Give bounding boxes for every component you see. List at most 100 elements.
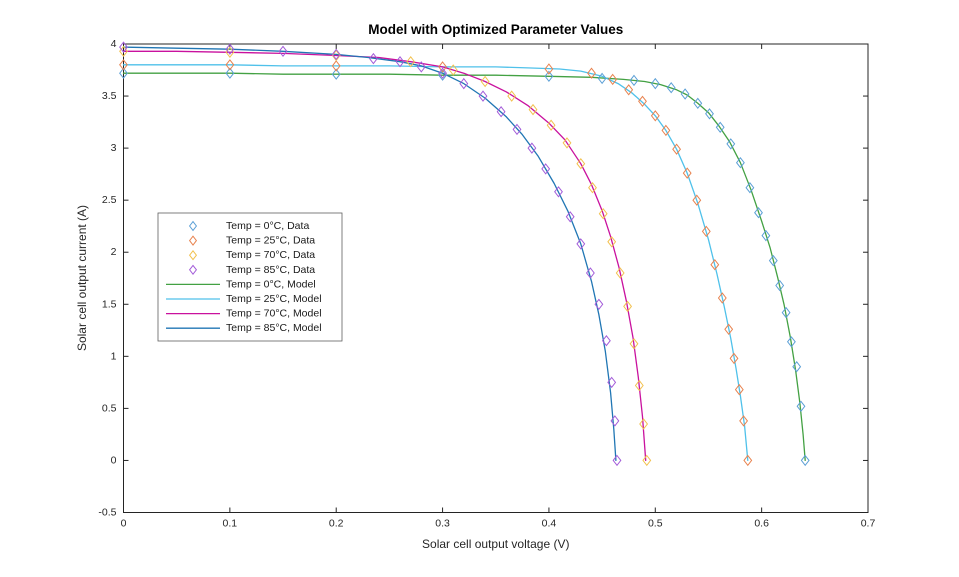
diamond-marker	[527, 142, 537, 154]
diamond-marker	[629, 74, 639, 87]
legend-item-temp-70-c-data: Temp = 70°C, Data	[188, 249, 315, 261]
diamond-marker	[395, 55, 405, 68]
diamond-marker	[672, 143, 682, 155]
diamond-marker	[745, 181, 755, 194]
diamond-marker	[629, 338, 639, 350]
diamond-marker	[724, 323, 734, 336]
y-tick-label: 3	[111, 142, 117, 154]
diamond-marker	[650, 110, 660, 122]
legend-label: Temp = 0°C, Data	[226, 220, 309, 232]
diamond-marker	[368, 52, 378, 65]
legend: Temp = 0°C, Data Temp = 25°C, Data Temp = …	[157, 212, 343, 342]
legend-item-temp-70-c-model: Temp = 70°C, Model	[166, 308, 322, 320]
diamond-marker	[507, 90, 517, 102]
diamond-marker	[119, 67, 128, 79]
diamond-marker	[576, 157, 586, 170]
diamond-marker	[710, 258, 720, 271]
diamond-marker	[775, 279, 785, 292]
plot-border	[123, 43, 869, 513]
diamond-marker	[715, 121, 725, 134]
diamond-marker	[565, 211, 575, 223]
legend-label: Temp = 85°C, Model	[226, 322, 322, 334]
diamond-marker	[607, 376, 617, 389]
diamond-marker	[512, 123, 522, 136]
diamond-marker	[743, 454, 753, 467]
diamond-marker	[480, 75, 490, 88]
diamond-marker	[682, 167, 692, 179]
y-tick-label: 0	[111, 454, 117, 466]
x-tick-label: 0.2	[329, 518, 344, 530]
legend-label: Temp = 70°C, Data	[226, 249, 315, 261]
diamond-marker	[608, 73, 618, 86]
diamond-marker	[438, 61, 448, 73]
series-line-temp-85-c-model	[122, 46, 617, 462]
y-tick-label: 1.5	[102, 298, 117, 310]
diamond-marker	[438, 69, 448, 81]
x-tick-label: 0.5	[648, 518, 663, 530]
legend-label: Temp = 70°C, Model	[226, 308, 322, 320]
series	[119, 41, 810, 467]
diamond-marker	[541, 163, 551, 175]
diamond-marker	[781, 306, 791, 319]
y-tick-label: 1	[111, 350, 117, 362]
diamond-marker	[546, 119, 556, 131]
diamond-marker	[650, 77, 660, 90]
diamond-marker	[666, 81, 676, 94]
diamond-marker	[610, 415, 620, 427]
legend-diamond-marker	[188, 264, 198, 276]
diamond-marker	[693, 97, 703, 110]
x-tick-label: 0	[121, 518, 127, 530]
diamond-marker	[634, 379, 644, 392]
diamond-marker	[642, 454, 652, 467]
diamond-marker	[598, 207, 608, 220]
y-tick-label: 2	[111, 246, 117, 258]
legend-diamond-marker	[188, 235, 198, 246]
series-markers-temp-85-c-data	[119, 41, 622, 467]
y-tick-label: 3.5	[102, 90, 117, 102]
diamond-marker	[438, 67, 448, 79]
diamond-marker	[739, 415, 749, 427]
x-tick-label: 0.1	[223, 518, 238, 530]
diamond-marker	[786, 336, 796, 348]
legend-item-temp-85-c-data: Temp = 85°C, Data	[188, 264, 315, 276]
legend-diamond-marker	[188, 249, 198, 261]
diamond-marker	[612, 454, 622, 467]
diamond-marker	[796, 400, 806, 413]
legend-item-temp-0-c-data: Temp = 0°C, Data	[188, 220, 309, 232]
diamond-marker	[726, 138, 736, 150]
diamond-marker	[225, 67, 235, 79]
x-tick-label: 0.7	[861, 518, 876, 530]
chart-title: Model with Optimized Parameter Values	[368, 22, 623, 37]
diamond-marker	[768, 254, 778, 267]
legend-item-temp-25-c-model: Temp = 25°C, Model	[166, 293, 322, 305]
diamond-marker	[735, 156, 745, 169]
y-tick-label: 4	[111, 38, 117, 50]
diamond-marker	[587, 67, 596, 79]
diamond-marker	[792, 360, 802, 373]
x-tick-label: 0.6	[754, 518, 769, 530]
series-markers-temp-0-c-data	[119, 67, 810, 467]
diamond-marker	[623, 300, 633, 313]
diamond-marker	[624, 84, 634, 96]
diamond-marker	[585, 267, 595, 279]
diamond-marker	[562, 137, 572, 149]
series-markers-temp-70-c-data	[119, 45, 652, 467]
diamond-marker	[119, 59, 128, 71]
diamond-marker	[459, 77, 469, 90]
series-markers-temp-25-c-data	[119, 59, 753, 467]
y-tick-label: 0.5	[102, 402, 117, 414]
legend-item-temp-0-c-model: Temp = 0°C, Model	[166, 278, 316, 290]
legend-box	[157, 212, 343, 342]
diamond-marker	[225, 59, 235, 71]
y-axis-label: Solar cell output current (A)	[75, 205, 89, 351]
diamond-marker	[331, 49, 341, 62]
diamond-marker	[278, 45, 288, 58]
legend-label: Temp = 0°C, Model	[226, 278, 316, 290]
diamond-marker	[800, 454, 810, 467]
legend-label: Temp = 85°C, Data	[226, 264, 315, 276]
diamond-marker	[639, 418, 649, 430]
diamond-marker	[729, 352, 739, 365]
x-tick-label: 0.4	[542, 518, 557, 530]
